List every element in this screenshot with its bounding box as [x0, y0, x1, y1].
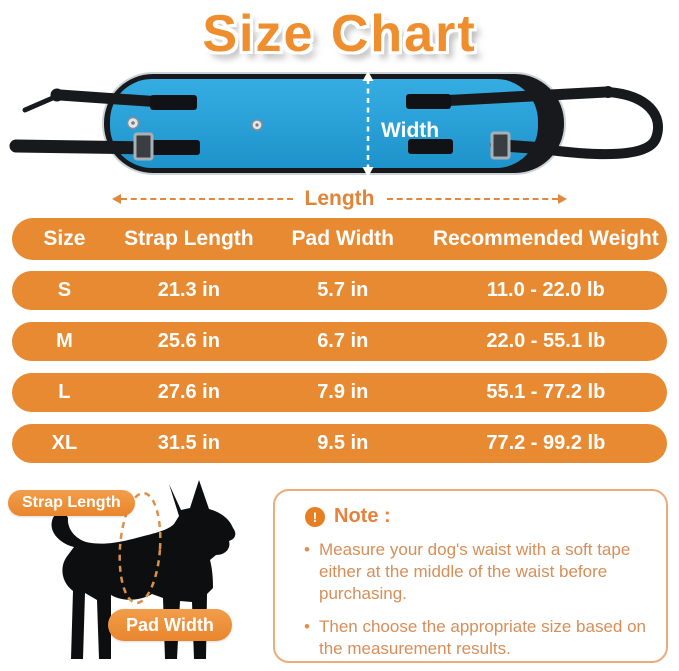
note-header: ! Note :: [305, 505, 648, 528]
strap-length-badge: Strap Length: [8, 490, 135, 516]
snap-buttons: [126, 116, 263, 131]
length-annotation: Length: [112, 186, 568, 212]
size-cell: L: [58, 381, 71, 403]
table-header-row: Size Strap Length Pad Width Recommended …: [12, 218, 667, 260]
note-box: ! Note : Measure your dog's waist with a…: [273, 489, 668, 663]
table-row: L 27.6 in 7.9 in 55.1 - 77.2 lb: [12, 373, 667, 412]
table-row: M 25.6 in 6.7 in 22.0 - 55.1 lb: [12, 322, 667, 361]
strap-cell: 27.6 in: [157, 381, 220, 403]
weight-cell: 11.0 - 22.0 lb: [486, 279, 605, 301]
note-exclamation-icon: !: [305, 506, 325, 527]
strap-buckles: [133, 131, 511, 161]
width-label: Width: [381, 119, 439, 142]
length-arrow-right-icon: [558, 194, 568, 204]
strap-patches: [150, 94, 453, 155]
table-row: S 21.3 in 5.7 in 11.0 - 22.0 lb: [12, 271, 667, 310]
strap-knot-right: [602, 86, 614, 98]
note-item: Measure your dog's waist with a soft tap…: [303, 539, 648, 605]
pad-cell: 5.7 in: [317, 279, 369, 301]
note-list: Measure your dog's waist with a soft tap…: [303, 539, 648, 660]
size-cell: M: [56, 330, 73, 352]
strap-knot-left: [50, 88, 64, 102]
weight-cell: 22.0 - 55.1 lb: [486, 330, 606, 352]
pad-cell: 6.7 in: [317, 330, 369, 352]
strap-cell: 25.6 in: [157, 330, 220, 352]
length-dash-right: [386, 198, 559, 200]
page-title: Size Chart: [202, 5, 477, 63]
col-header-strap: Strap Length: [124, 227, 254, 250]
length-label: Length: [304, 187, 375, 210]
size-cell: XL: [51, 432, 78, 454]
table-row: XL 31.5 in 9.5 in 77.2 - 99.2 lb: [12, 424, 667, 463]
size-cell: S: [57, 279, 72, 301]
width-arrow-icon: [362, 71, 374, 177]
col-header-size: Size: [43, 227, 86, 250]
size-table: Size Strap Length Pad Width Recommended …: [12, 218, 667, 475]
pad-cell: 9.5 in: [317, 432, 369, 454]
strap-cell: 21.3 in: [157, 279, 220, 301]
note-title: Note :: [334, 505, 391, 527]
length-arrow-left-icon: [112, 194, 121, 204]
dog-silhouette: [51, 480, 236, 659]
sling-illustration: Width: [9, 71, 663, 177]
weight-cell: 77.2 - 99.2 lb: [486, 432, 606, 454]
col-header-pad: Pad Width: [291, 227, 394, 250]
note-item: Then choose the appropriate size based o…: [303, 616, 648, 660]
waist-measure-ellipse-icon: [118, 491, 162, 605]
length-dash-left: [121, 198, 293, 200]
pad-width-badge: Pad Width: [108, 609, 232, 641]
col-header-weight: Recommended Weight: [432, 227, 659, 250]
weight-cell: 55.1 - 77.2 lb: [486, 381, 606, 403]
pad-cell: 7.9 in: [317, 381, 369, 403]
strap-cell: 31.5 in: [157, 432, 220, 454]
